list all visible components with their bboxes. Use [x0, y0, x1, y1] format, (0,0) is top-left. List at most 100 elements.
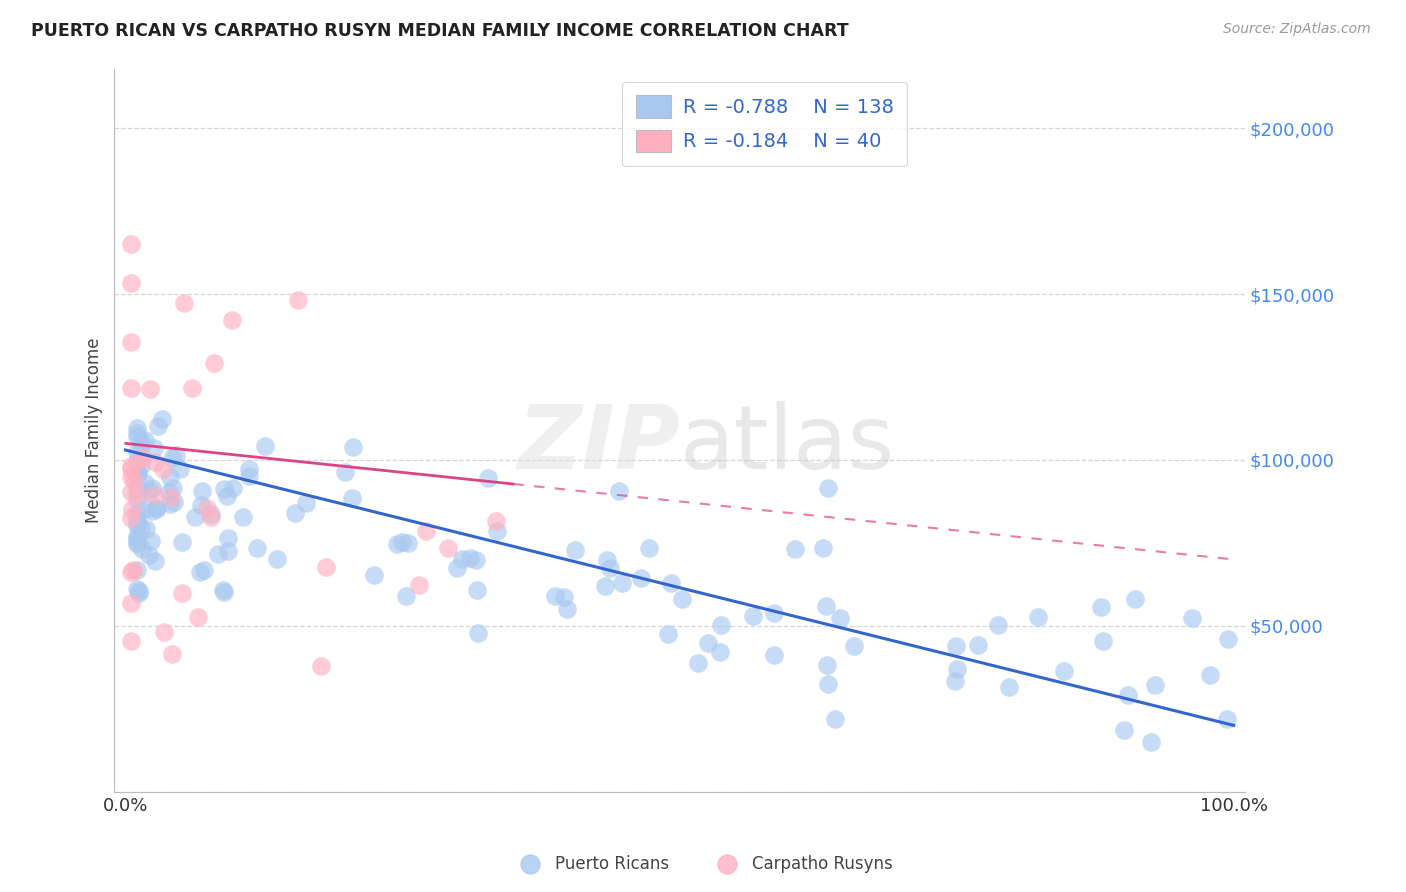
- Point: [828, 611, 851, 625]
- Point: [129, 452, 152, 467]
- Point: [997, 680, 1019, 694]
- Point: [1026, 610, 1049, 624]
- Legend: Puerto Ricans, Carpatho Rusyns: Puerto Ricans, Carpatho Rusyns: [506, 848, 900, 880]
- Point: [817, 677, 839, 691]
- Point: [141, 481, 163, 495]
- Point: [143, 455, 166, 469]
- Point: [637, 541, 659, 556]
- Point: [120, 458, 142, 473]
- Point: [125, 536, 148, 550]
- Y-axis label: Median Family Income: Median Family Income: [86, 337, 103, 523]
- Point: [630, 572, 652, 586]
- Point: [122, 563, 145, 577]
- Point: [127, 466, 149, 480]
- Point: [120, 381, 142, 395]
- Point: [709, 645, 731, 659]
- Point: [671, 592, 693, 607]
- Point: [437, 541, 460, 555]
- Point: [555, 602, 578, 616]
- Point: [697, 636, 720, 650]
- Point: [607, 483, 630, 498]
- Point: [165, 448, 187, 462]
- Point: [150, 412, 173, 426]
- Point: [811, 541, 834, 556]
- Point: [131, 458, 153, 473]
- Point: [125, 492, 148, 507]
- Point: [125, 535, 148, 549]
- Point: [824, 712, 846, 726]
- Point: [363, 567, 385, 582]
- Point: [1114, 723, 1136, 737]
- Point: [134, 501, 156, 516]
- Point: [190, 484, 212, 499]
- Point: [162, 481, 184, 495]
- Point: [553, 590, 575, 604]
- Point: [385, 537, 408, 551]
- Point: [125, 466, 148, 480]
- Point: [159, 497, 181, 511]
- Point: [221, 313, 243, 327]
- Point: [200, 509, 222, 524]
- Point: [131, 434, 153, 449]
- Point: [193, 563, 215, 577]
- Point: [153, 625, 176, 640]
- Text: Source: ZipAtlas.com: Source: ZipAtlas.com: [1223, 22, 1371, 37]
- Point: [139, 483, 162, 498]
- Point: [785, 541, 807, 556]
- Point: [612, 576, 634, 591]
- Point: [762, 606, 785, 620]
- Point: [815, 658, 838, 673]
- Point: [146, 419, 169, 434]
- Point: [1053, 664, 1076, 678]
- Point: [1116, 688, 1139, 702]
- Point: [157, 485, 180, 500]
- Point: [467, 625, 489, 640]
- Point: [710, 617, 733, 632]
- Point: [200, 507, 222, 521]
- Point: [238, 461, 260, 475]
- Point: [125, 531, 148, 545]
- Point: [121, 502, 143, 516]
- Point: [128, 586, 150, 600]
- Point: [152, 461, 174, 475]
- Point: [342, 440, 364, 454]
- Point: [943, 674, 966, 689]
- Point: [139, 533, 162, 548]
- Point: [125, 481, 148, 495]
- Point: [125, 563, 148, 577]
- Point: [464, 552, 486, 566]
- Point: [190, 499, 212, 513]
- Point: [593, 579, 616, 593]
- Point: [1139, 735, 1161, 749]
- Point: [134, 475, 156, 490]
- Point: [659, 576, 682, 591]
- Point: [138, 548, 160, 562]
- Point: [815, 599, 838, 613]
- Point: [686, 656, 709, 670]
- Point: [945, 640, 967, 654]
- Point: [120, 462, 142, 476]
- Point: [599, 561, 621, 575]
- Point: [340, 491, 363, 505]
- Point: [465, 582, 488, 597]
- Point: [485, 524, 508, 538]
- Point: [207, 548, 229, 562]
- Point: [125, 506, 148, 520]
- Point: [141, 504, 163, 518]
- Point: [132, 450, 155, 465]
- Point: [202, 356, 225, 370]
- Point: [1216, 632, 1239, 647]
- Point: [217, 543, 239, 558]
- Point: [967, 638, 990, 652]
- Point: [134, 433, 156, 447]
- Point: [762, 648, 785, 663]
- Point: [246, 541, 269, 556]
- Point: [181, 381, 204, 395]
- Point: [333, 465, 356, 479]
- Point: [214, 482, 236, 496]
- Point: [254, 439, 277, 453]
- Point: [294, 496, 316, 510]
- Point: [159, 470, 181, 484]
- Point: [160, 648, 183, 662]
- Point: [125, 420, 148, 434]
